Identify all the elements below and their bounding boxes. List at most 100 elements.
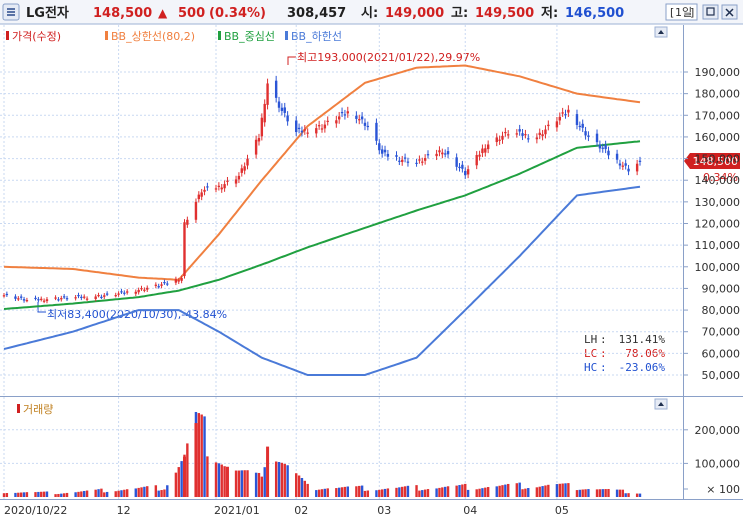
candle-body	[34, 297, 37, 300]
candle-body	[57, 299, 60, 301]
candle-body	[17, 298, 20, 300]
candle-body	[481, 148, 484, 154]
candle-body	[340, 112, 344, 114]
volume-bar	[515, 483, 519, 497]
volume-bar	[317, 489, 321, 497]
candle-body	[461, 164, 464, 169]
candle-body	[140, 288, 143, 290]
volume-bar	[77, 491, 80, 497]
volume-bar	[146, 486, 149, 497]
up-arrow-icon: ▲	[158, 6, 168, 20]
volume-bar	[587, 489, 590, 497]
candle-body	[604, 144, 607, 150]
legend-swatch-middle	[218, 31, 221, 40]
candle-body	[375, 122, 378, 141]
legend-swatch-upper	[105, 31, 108, 40]
candle-body	[237, 175, 241, 180]
chevron-up-icon	[658, 402, 664, 406]
volume-bar	[438, 487, 441, 497]
volume-bar	[567, 483, 570, 497]
candle-body	[538, 132, 541, 135]
price-tick-label: 190,000	[695, 66, 741, 79]
volume-bar	[601, 489, 604, 497]
candle-body	[386, 153, 390, 157]
date-tick-label: 12	[117, 504, 131, 517]
candle-body	[507, 134, 510, 136]
candle-body	[421, 161, 424, 163]
candle-body	[254, 139, 258, 155]
volume-bar	[303, 480, 307, 497]
candle-body	[114, 295, 117, 297]
stat-hc-sep: :	[600, 361, 607, 374]
price-tick-label: 180,000	[695, 88, 741, 101]
candle-body	[558, 116, 561, 121]
volume-bar	[627, 493, 630, 497]
volume-panel	[0, 397, 683, 499]
candle-body	[395, 155, 398, 157]
price-scroll-up-button[interactable]	[654, 26, 668, 38]
candle-body	[286, 115, 289, 122]
candle-body	[240, 168, 243, 173]
candle-body	[22, 299, 26, 301]
volume-bar	[621, 489, 625, 497]
close-button[interactable]	[721, 4, 738, 20]
volume-bar	[375, 490, 378, 497]
volume-bar	[501, 485, 504, 497]
candle-body	[125, 291, 129, 293]
bollinger-bands	[3, 64, 641, 376]
volume-bar	[260, 476, 264, 497]
volume-bar	[366, 490, 370, 497]
volume-bar	[598, 489, 602, 497]
volume-bar	[123, 489, 126, 497]
volume-bar	[635, 493, 639, 497]
lower-band-line	[3, 185, 641, 376]
upper-band-line	[3, 64, 641, 281]
price-tick-label: 50,000	[702, 369, 741, 382]
volume-scroll-up-button[interactable]	[654, 398, 668, 410]
volume-bar	[22, 492, 26, 497]
candle-body	[2, 295, 6, 297]
high-price: 149,500	[475, 6, 534, 21]
low-label: 저:	[541, 6, 558, 21]
volume-bar	[555, 484, 559, 497]
volume-legend: 거래량	[23, 403, 53, 416]
volume-bar	[160, 490, 163, 497]
volume-bar	[383, 488, 387, 497]
volume-bar	[240, 470, 243, 497]
volume-bar	[418, 490, 421, 497]
candle-body	[5, 293, 9, 296]
candle-body	[295, 120, 298, 133]
candle-body	[317, 125, 321, 127]
candlesticks	[2, 75, 642, 304]
minimize-button[interactable]	[702, 4, 719, 20]
volume-bar	[306, 483, 309, 497]
candle-body	[380, 149, 384, 154]
volume-bar	[581, 489, 584, 497]
candle-body	[581, 123, 584, 128]
window-icon	[706, 7, 715, 16]
candle-body	[77, 294, 80, 297]
volume-bar	[40, 491, 43, 497]
volume-bar	[455, 485, 458, 497]
volume-bar	[615, 489, 619, 497]
candle-body	[100, 296, 103, 299]
high-annotation: 최고193,000(2021/01/22),29.97%	[287, 51, 480, 65]
candle-body	[143, 289, 146, 291]
date-tick-label: 05	[555, 504, 569, 517]
candle-body	[615, 153, 619, 160]
axes: 50,000 60,000 70,000 80,000 90,000 100,000 110…	[4, 66, 740, 517]
volume-bar	[498, 485, 501, 497]
period-selector[interactable]: [ 1일 ]	[665, 3, 698, 21]
price-tick-label: 150,000	[695, 153, 741, 166]
menu-button[interactable]	[2, 3, 20, 21]
volume-bar	[17, 492, 20, 497]
candle-body	[315, 128, 318, 134]
candle-body	[627, 168, 630, 172]
price-tick-label: 120,000	[695, 218, 741, 231]
candle-body	[535, 137, 539, 140]
volume-bar	[547, 484, 550, 497]
candle-body	[601, 147, 604, 149]
candle-body	[157, 286, 160, 288]
volume-bar	[217, 463, 221, 497]
volume-bar	[200, 414, 203, 497]
